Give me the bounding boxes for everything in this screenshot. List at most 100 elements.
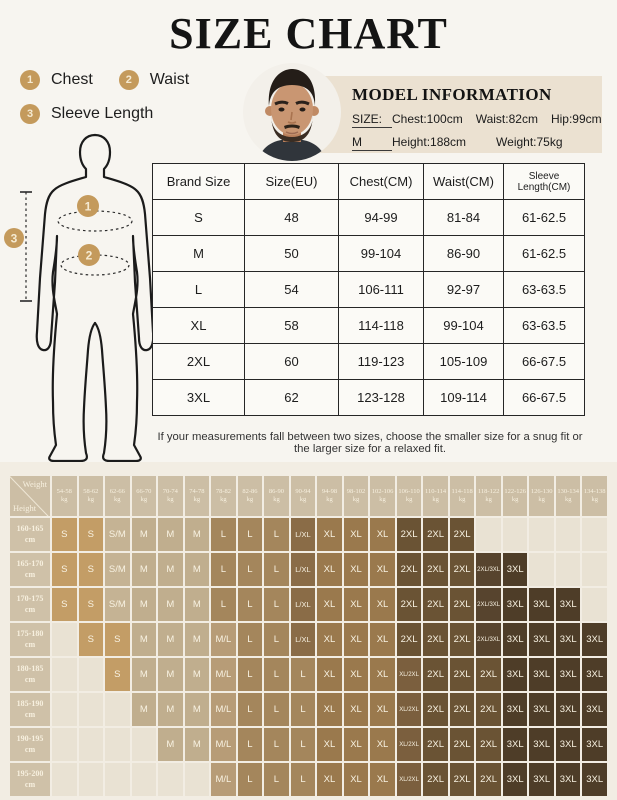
weight-header-cell: 54-58 kg bbox=[52, 476, 77, 516]
size-table-cell: 94-99 bbox=[338, 199, 424, 236]
legend-badge-waist: 2 bbox=[118, 70, 139, 90]
chest-marker bbox=[77, 195, 99, 217]
weight-unit: kg bbox=[299, 496, 307, 503]
size-table-cell: 63-63.5 bbox=[503, 307, 585, 344]
size-cell: XL bbox=[370, 518, 395, 551]
size-cell: M bbox=[158, 588, 183, 621]
size-cell: XL bbox=[370, 763, 395, 796]
weight-unit: kg bbox=[485, 496, 492, 503]
size-cell: S/M bbox=[105, 553, 130, 586]
size-table-cell: 106-111 bbox=[338, 271, 424, 308]
size-cell: S bbox=[78, 518, 104, 551]
chest-dotted-line bbox=[57, 210, 133, 232]
size-cell: S/M bbox=[105, 588, 130, 621]
size-table-cell: 99-104 bbox=[338, 235, 424, 272]
size-cell: 2XL bbox=[423, 658, 448, 691]
size-cell: S bbox=[52, 553, 77, 586]
size-cell: XL bbox=[370, 658, 395, 691]
size-cell-empty bbox=[529, 553, 554, 586]
size-table-cell: 48 bbox=[244, 199, 339, 236]
size-table-cell: S bbox=[152, 199, 245, 236]
size-cell: 3XL bbox=[555, 693, 581, 726]
waist-marker bbox=[78, 244, 100, 266]
weight-range: 70-74 bbox=[162, 487, 178, 495]
size-cell: 3XL bbox=[555, 763, 581, 796]
model-size-value: M bbox=[352, 135, 392, 151]
size-cell: M/L bbox=[211, 623, 236, 656]
height-weight-panel: Weight Height 54-58 kg 58-62 kg 62-66 kg 66-70 kg… bbox=[0, 462, 617, 800]
sleeve-marker bbox=[4, 228, 24, 248]
weight-unit: kg bbox=[511, 496, 519, 503]
weight-range: 62-66 bbox=[109, 487, 125, 495]
weight-unit: kg bbox=[61, 496, 68, 503]
size-cell-empty bbox=[529, 518, 554, 551]
size-cell: M bbox=[158, 658, 183, 691]
height-range: 185-190 bbox=[16, 699, 44, 709]
size-table-cell: XL bbox=[152, 307, 245, 344]
size-cell: XL bbox=[343, 728, 369, 761]
size-table-cell: 61-62.5 bbox=[503, 199, 585, 236]
weight-unit: kg bbox=[405, 496, 413, 503]
weight-unit: kg bbox=[379, 496, 386, 503]
weight-header-cell: 70-74 kg bbox=[158, 476, 183, 516]
size-table-header: Size(EU) bbox=[244, 163, 339, 200]
size-cell: M bbox=[131, 553, 157, 586]
size-cell-empty bbox=[52, 623, 77, 656]
size-table-header-row: Brand Size Size(EU) Chest(CM) Waist(CM) Slee… bbox=[152, 163, 585, 200]
size-table-cell: L bbox=[152, 271, 245, 308]
size-cell: XL bbox=[317, 518, 342, 551]
weight-header-cell: 94-98 kg bbox=[317, 476, 342, 516]
weight-header-cell: 110-114 kg bbox=[423, 476, 448, 516]
height-range: 165-170 bbox=[16, 559, 44, 569]
sleeve-marker-number: 3 bbox=[11, 232, 18, 246]
size-cell: L bbox=[264, 658, 289, 691]
size-cell: L bbox=[290, 693, 316, 726]
size-cell: M bbox=[131, 658, 157, 691]
size-cell-empty bbox=[476, 518, 501, 551]
size-cell: XL bbox=[343, 763, 369, 796]
size-table-cell: 123-128 bbox=[338, 379, 424, 416]
weight-header-cell: 114-118 kg bbox=[449, 476, 475, 516]
size-table-cell: 2XL bbox=[152, 343, 245, 380]
size-cell-empty bbox=[582, 588, 607, 621]
size-cell: 3XL bbox=[555, 658, 581, 691]
weight-range: 122-126 bbox=[504, 487, 526, 495]
size-cell: M bbox=[184, 658, 210, 691]
model-weight: Weight:75kg bbox=[496, 135, 563, 149]
size-cell: 2XL bbox=[449, 693, 475, 726]
size-cell-empty bbox=[52, 658, 77, 691]
size-table-cell: 54 bbox=[244, 271, 339, 308]
height-header-cell: 180-185 cm bbox=[10, 658, 50, 691]
size-cell: M bbox=[184, 728, 210, 761]
size-table-header: Chest(CM) bbox=[338, 163, 424, 200]
legend-label-sleeve: Sleeve Length bbox=[51, 105, 154, 122]
size-cell: M bbox=[184, 623, 210, 656]
weight-range: 90-94 bbox=[295, 487, 311, 495]
size-cell: L bbox=[211, 518, 236, 551]
height-range: 195-200 bbox=[16, 769, 44, 779]
size-cell: M bbox=[131, 623, 157, 656]
size-cell: 2XL bbox=[449, 553, 475, 586]
body-diagram: 1 2 3 bbox=[4, 133, 155, 463]
size-cell: XL bbox=[317, 623, 342, 656]
model-height: Height:188cm bbox=[392, 135, 467, 149]
size-cell: M bbox=[184, 693, 210, 726]
size-cell: 3XL bbox=[502, 588, 528, 621]
weight-header-cell: 58-62 kg bbox=[78, 476, 104, 516]
size-cell: L bbox=[237, 693, 263, 726]
measurement-legend: 1 Chest 2 Waist 3 Sleeve Length bbox=[20, 70, 189, 138]
size-table-cell: 58 bbox=[244, 307, 339, 344]
size-table-row: S 48 94-99 81-84 61-62.5 bbox=[152, 199, 585, 236]
height-unit: cm bbox=[24, 569, 36, 579]
legend-row-1: 1 Chest 2 Waist bbox=[20, 70, 189, 90]
size-cell: XL bbox=[317, 588, 342, 621]
size-cell: XL bbox=[343, 693, 369, 726]
size-cell: 3XL bbox=[529, 728, 554, 761]
size-cell: M/L bbox=[211, 693, 236, 726]
size-table-header: Waist(CM) bbox=[423, 163, 504, 200]
size-cell: XL bbox=[370, 693, 395, 726]
size-cell: L bbox=[211, 588, 236, 621]
height-header-cell: 170-175 cm bbox=[10, 588, 50, 621]
weight-unit: kg bbox=[114, 496, 121, 503]
size-cell: 2XL bbox=[449, 588, 475, 621]
